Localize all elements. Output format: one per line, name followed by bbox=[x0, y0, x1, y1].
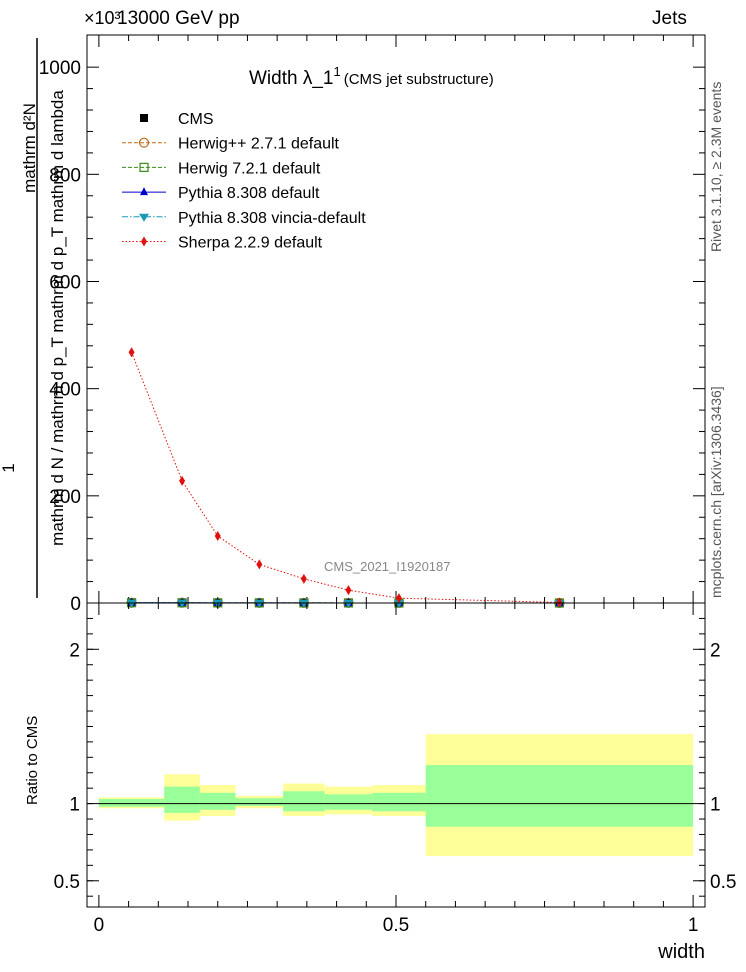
data-point bbox=[254, 599, 265, 608]
x-tick-label: 0.5 bbox=[383, 915, 409, 936]
data-point bbox=[393, 599, 404, 608]
uncertainty-band-inner bbox=[372, 792, 426, 812]
legend-marker bbox=[140, 187, 148, 196]
energy-label: 13000 GeV pp bbox=[117, 8, 240, 29]
mcplots-label: mcplots.cern.ch [arXiv:1306.3436] bbox=[708, 386, 724, 598]
main-y-tick-label: 800 bbox=[49, 165, 81, 186]
legend: CMS Herwig++ 2.7.1 default Herwig 7.2.1 de… bbox=[122, 111, 366, 252]
y-label-denominator: mathrm d N / mathrm d p_T mathrm d p_T m… bbox=[48, 90, 67, 546]
main-panel: 0 200 400 600 800 1000 CMS Herwig++ 2.7.1 defau… bbox=[39, 35, 705, 615]
legend-label: CMS bbox=[178, 111, 214, 128]
main-y-tick-label: 400 bbox=[49, 380, 81, 401]
main-y-tick-label: 200 bbox=[49, 487, 81, 508]
data-point bbox=[256, 559, 263, 570]
legend-marker bbox=[140, 114, 148, 122]
chart-subtitle: (CMS jet substructure) bbox=[344, 71, 494, 88]
data-point bbox=[126, 599, 137, 608]
ratio-y-tick-label: 2 bbox=[69, 640, 80, 661]
legend-label: Herwig 7.2.1 default bbox=[178, 160, 321, 177]
uncertainty-band-inner bbox=[164, 786, 200, 813]
ratio-panel: 0.5 0.5 1 1 2 2 0 0.5 1 bbox=[54, 603, 736, 936]
legend-label: Pythia 8.308 default bbox=[178, 185, 320, 202]
y-label-top: 1 bbox=[0, 463, 18, 472]
legend-label: Herwig++ 2.7.1 default bbox=[178, 136, 340, 153]
data-point bbox=[556, 597, 563, 608]
y-multiplier: ×10³ bbox=[84, 8, 121, 28]
data-point bbox=[177, 599, 188, 608]
legend-marker bbox=[139, 213, 149, 222]
ratio-y-label: Ratio to CMS bbox=[24, 716, 41, 805]
ratio-y-tick-label-right: 1 bbox=[710, 795, 721, 816]
uncertainty-band-inner bbox=[199, 792, 236, 810]
chart-title: Width λ_11 (CMS jet substructure) bbox=[249, 64, 494, 89]
data-point bbox=[128, 347, 135, 358]
data-point bbox=[343, 599, 354, 608]
watermark: CMS_2021_I1920187 bbox=[324, 559, 451, 574]
ratio-y-tick-label-right: 2 bbox=[710, 640, 721, 661]
legend-entry: Herwig 7.2.1 default bbox=[122, 160, 321, 177]
ratio-y-tick-label: 0.5 bbox=[54, 872, 80, 893]
uncertainty-band-inner bbox=[283, 791, 325, 812]
legend-marker bbox=[138, 137, 150, 148]
legend-entry: Pythia 8.308 vincia-default bbox=[122, 210, 366, 227]
series-line bbox=[131, 352, 560, 603]
data-point bbox=[345, 585, 352, 596]
data-point bbox=[300, 573, 307, 584]
data-point bbox=[395, 593, 402, 604]
x-tick-label: 1 bbox=[688, 915, 699, 936]
main-y-tick-label: 600 bbox=[49, 272, 81, 293]
x-tick-label: 0 bbox=[94, 915, 105, 936]
main-y-tick-label: 0 bbox=[70, 594, 81, 615]
legend-label: Sherpa 2.2.9 default bbox=[178, 235, 323, 252]
uncertainty-band-inner bbox=[425, 765, 694, 827]
legend-entry: Herwig++ 2.7.1 default bbox=[122, 136, 340, 153]
main-y-tick-label: 1000 bbox=[39, 58, 81, 79]
data-point bbox=[298, 599, 309, 608]
y-label-numerator: mathrm d²N bbox=[20, 103, 39, 193]
legend-label: Pythia 8.308 vincia-default bbox=[178, 210, 366, 227]
process-label: Jets bbox=[652, 8, 687, 29]
uncertainty-band-inner bbox=[324, 794, 373, 810]
chart-title-sup: 1 bbox=[333, 64, 340, 79]
legend-entry: CMS bbox=[140, 111, 214, 128]
series-5 bbox=[128, 347, 563, 608]
data-point bbox=[179, 475, 186, 486]
main-y-label: mathrm d²N 1 mathrm d N / mathrm d p_T m… bbox=[0, 38, 67, 598]
ratio-y-tick-label: 1 bbox=[69, 795, 80, 816]
rivet-version-label: Rivet 3.1.10, ≥ 2.3M events bbox=[708, 81, 724, 252]
data-point bbox=[214, 531, 221, 542]
uncertainty-band-inner bbox=[98, 798, 165, 807]
uncertainty-band-inner bbox=[235, 798, 284, 806]
legend-marker bbox=[139, 162, 149, 172]
legend-marker bbox=[141, 236, 147, 247]
ratio-y-tick-label-right: 0.5 bbox=[710, 872, 736, 893]
legend-entry: Pythia 8.308 default bbox=[122, 185, 320, 202]
legend-entry: Sherpa 2.2.9 default bbox=[122, 235, 323, 252]
x-axis-label: width bbox=[657, 941, 705, 963]
